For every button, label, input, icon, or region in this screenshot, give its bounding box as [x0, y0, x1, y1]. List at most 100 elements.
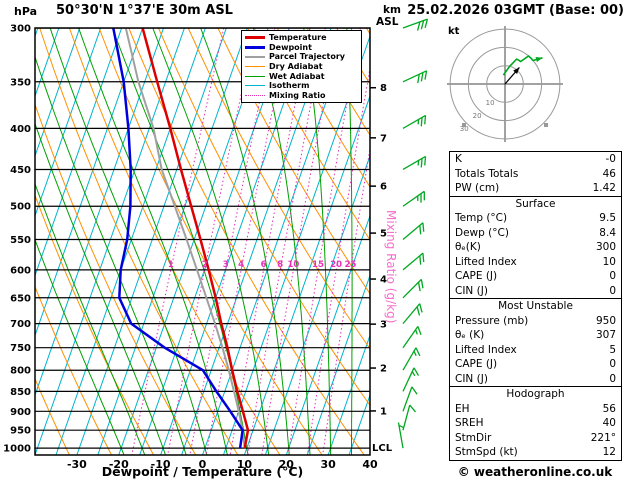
pressure-tick-label: 400 [10, 124, 31, 135]
legend-item-isotherm: Isotherm [245, 81, 358, 91]
chart-frame [34, 27, 371, 456]
stat-value: 5 [609, 343, 616, 356]
mixing-ratio-value-label: 6 [261, 260, 267, 270]
mixing-ratio-value-label: 3 [223, 260, 229, 270]
stat-label: CAPE (J) [455, 270, 498, 282]
legend-swatch-dewpoint [245, 45, 265, 49]
stat-row: θₑ(K) 300 [450, 240, 621, 255]
temp-tick-label: -30 [67, 458, 87, 471]
pressure-tick-label: 800 [10, 366, 31, 377]
wind-barb [402, 222, 425, 240]
stat-label: CIN (J) [455, 372, 488, 385]
pressure-tick-label: 600 [10, 265, 31, 276]
legend-swatch-dry-adiabat [245, 66, 265, 68]
stat-value: 8.4 [599, 226, 616, 239]
stat-row: CIN (J) 0 [450, 284, 621, 299]
stat-value: 300 [595, 241, 616, 253]
legend-swatch-wet-adiabat [245, 75, 265, 77]
isotherm-line [327, 333, 370, 455]
wind-barb [402, 326, 422, 349]
stat-label: SREH [455, 417, 484, 429]
wind-barb [402, 278, 424, 299]
run-datetime-title: 25.02.2026 03GMT (Base: 00) [407, 3, 624, 18]
stat-row: CAPE (J) 0 [450, 357, 621, 372]
wind-barb [402, 114, 427, 129]
isotherm-line [35, 28, 81, 158]
stat-value: 0 [609, 270, 616, 282]
stats-section: K -0 Totals Totals 46 PW (cm) 1.42 [450, 152, 621, 196]
wind-barb [402, 252, 425, 271]
temp-tick-label: 30 [320, 458, 336, 471]
legend-label: Temperature [269, 33, 327, 43]
legend-swatch-temperature [245, 36, 265, 40]
hodograph-ring [467, 46, 543, 122]
wind-barb [397, 422, 404, 449]
hodograph: 10 20 30 [447, 26, 563, 142]
stat-value: 0 [609, 358, 616, 370]
hodograph-corner-mark [544, 123, 549, 128]
temp-tick-label: 20 [279, 458, 295, 471]
stat-row: PW (cm) 1.42 [450, 181, 621, 196]
km-tick-label: 3 [380, 320, 387, 331]
legend-swatch-parcel [245, 55, 265, 58]
pressure-tick-label: 1000 [3, 444, 31, 455]
mixing-ratio-value-label: 2 [202, 260, 208, 270]
stat-value: 10 [602, 255, 616, 268]
dewpoint-trace [112, 28, 244, 449]
stats-section: Surface Temp (°C) 9.5 Dewp (°C) 8.4 θₑ(K) 300 L… [450, 195, 621, 299]
stat-row: CIN (J) 0 [450, 372, 621, 387]
stat-label: Lifted Index [455, 343, 517, 356]
pressure-tick-label: 750 [10, 343, 31, 354]
km-tick-label: 6 [380, 182, 387, 193]
isotherm-line [264, 154, 370, 455]
copyright: © weatheronline.co.uk [457, 465, 613, 479]
stat-label: Totals Totals [455, 167, 519, 180]
stat-label: Lifted Index [455, 255, 517, 268]
hodograph-ring [486, 65, 524, 103]
stat-label: StmSpd (kt) [455, 446, 518, 458]
temp-tick-label: 10 [237, 458, 253, 471]
km-tick-label: 4 [380, 275, 387, 286]
stat-value: 0 [609, 284, 616, 297]
stat-row: EH 56 [450, 402, 621, 417]
mixing-ratio-line [189, 28, 276, 455]
pressure-axis-unit: hPa [14, 5, 38, 18]
wind-barb [402, 18, 429, 31]
legend-label: Dry Adiabat [269, 62, 323, 72]
dry-adiabat-line [247, 28, 370, 241]
isotherm-line [285, 214, 370, 455]
stat-value: 46 [602, 167, 616, 180]
isotherm-line [243, 94, 370, 455]
stat-row: Lifted Index 10 [450, 255, 621, 270]
wind-barb [402, 347, 421, 371]
pressure-tick-label: 550 [10, 235, 31, 246]
stat-value: 12 [602, 446, 616, 458]
mixing-ratio-value-label: 8 [277, 260, 283, 270]
stat-label: Pressure (mb) [455, 314, 529, 327]
stat-label: θₑ (K) [455, 329, 485, 341]
isotherm-line [306, 274, 370, 455]
legend-item-mixing-ratio: Mixing Ratio [245, 91, 358, 101]
stats-section-header: Surface [515, 197, 556, 210]
isotherm-line [35, 28, 123, 278]
hodograph-ring-label: 20 [473, 112, 482, 120]
stats-section: Most Unstable Pressure (mb) 950 θₑ (K) 307 Li… [450, 298, 621, 386]
stat-row: SREH 40 [450, 416, 621, 431]
mixing-ratio-value-label: 10 [287, 260, 299, 270]
stat-value: 950 [595, 314, 616, 327]
stat-value: -0 [605, 153, 616, 165]
wind-barb [402, 303, 423, 325]
stat-label: Temp (°C) [455, 212, 508, 224]
wind-barb [402, 386, 418, 412]
pressure-tick-label: 300 [10, 24, 31, 35]
mixing-ratio-value-label: 1 [168, 260, 174, 270]
wind-barb [402, 70, 428, 84]
dry-adiabat-line [276, 28, 370, 188]
wind-barb [402, 404, 417, 431]
arrowhead [513, 67, 520, 75]
legend-item-temperature: Temperature [245, 33, 358, 43]
dry-adiabat-line [158, 28, 370, 407]
stat-value: 40 [602, 417, 616, 429]
mixing-ratio-axis-label: Mixing Ratio (g/kg) [384, 210, 398, 324]
